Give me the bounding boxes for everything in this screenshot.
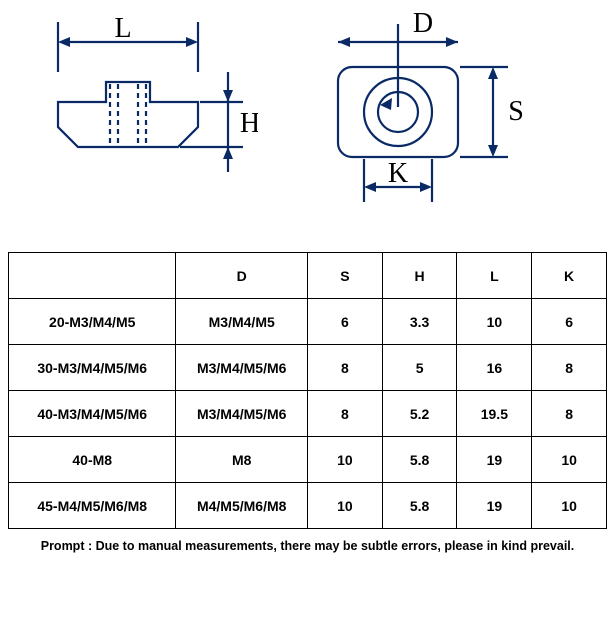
- table-cell: 40-M3/M4/M5/M6: [9, 391, 176, 437]
- table-row: 30-M3/M4/M5/M6M3/M4/M5/M685168: [9, 345, 607, 391]
- table-cell: 5.2: [382, 391, 457, 437]
- col-header: H: [382, 253, 457, 299]
- table-cell: M4/M5/M6/M8: [176, 483, 308, 529]
- table-cell: 10: [307, 483, 382, 529]
- table-cell: 8: [307, 391, 382, 437]
- table-cell: 10: [457, 299, 532, 345]
- label-D: D: [413, 12, 433, 39]
- table-row: 40-M8M8105.81910: [9, 437, 607, 483]
- side-view-diagram: L H: [28, 12, 258, 182]
- table-cell: 5.8: [382, 437, 457, 483]
- col-header: L: [457, 253, 532, 299]
- footnote: Prompt : Due to manual measurements, the…: [8, 539, 607, 553]
- table-cell: 6: [307, 299, 382, 345]
- table-cell: 3.3: [382, 299, 457, 345]
- col-header: S: [307, 253, 382, 299]
- table-row: 45-M4/M5/M6/M8M4/M5/M6/M8105.81910: [9, 483, 607, 529]
- table-cell: 10: [307, 437, 382, 483]
- table-cell: 16: [457, 345, 532, 391]
- table-cell: 19: [457, 483, 532, 529]
- table-row: 20-M3/M4/M5M3/M4/M563.3106: [9, 299, 607, 345]
- table-cell: 19: [457, 437, 532, 483]
- table-cell: 30-M3/M4/M5/M6: [9, 345, 176, 391]
- table-cell: 10: [532, 483, 607, 529]
- col-header: K: [532, 253, 607, 299]
- table-cell: 5: [382, 345, 457, 391]
- table-row: 40-M3/M4/M5/M6M3/M4/M5/M685.219.58: [9, 391, 607, 437]
- table-cell: M8: [176, 437, 308, 483]
- col-header: D: [176, 253, 308, 299]
- table-cell: M3/M4/M5: [176, 299, 308, 345]
- table-cell: 8: [532, 345, 607, 391]
- spec-table: D S H L K 20-M3/M4/M5M3/M4/M563.310630-M…: [8, 252, 607, 529]
- table-cell: 8: [532, 391, 607, 437]
- table-cell: 6: [532, 299, 607, 345]
- label-K: K: [388, 158, 408, 189]
- table-cell: 10: [532, 437, 607, 483]
- table-cell: 8: [307, 345, 382, 391]
- label-L: L: [114, 13, 131, 44]
- table-cell: 5.8: [382, 483, 457, 529]
- label-H: H: [240, 108, 258, 139]
- top-view-diagram: D S K: [298, 12, 528, 212]
- table-cell: M3/M4/M5/M6: [176, 391, 308, 437]
- table-header-row: D S H L K: [9, 253, 607, 299]
- col-header: [9, 253, 176, 299]
- label-S: S: [508, 96, 524, 127]
- table-cell: 20-M3/M4/M5: [9, 299, 176, 345]
- diagram-row: L H D: [8, 12, 607, 212]
- table-cell: 19.5: [457, 391, 532, 437]
- table-cell: M3/M4/M5/M6: [176, 345, 308, 391]
- table-cell: 40-M8: [9, 437, 176, 483]
- table-cell: 45-M4/M5/M6/M8: [9, 483, 176, 529]
